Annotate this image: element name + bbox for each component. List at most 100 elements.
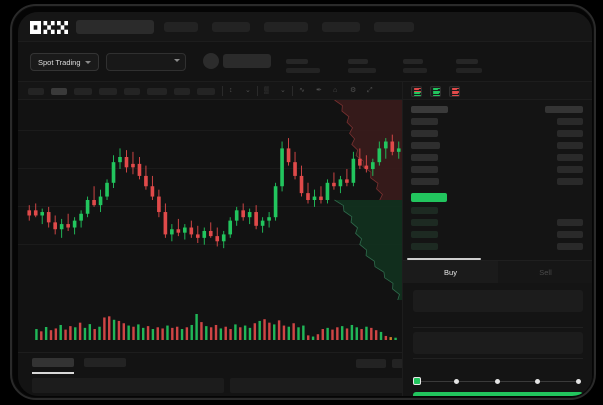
ask-row-price-2[interactable] [557,130,583,137]
wave-icon[interactable]: ∿ [299,87,305,94]
gridline-0 [18,130,402,131]
bid-row-size-3[interactable] [411,243,438,250]
ask-row-price-6[interactable] [557,178,583,185]
chart-toolbar: ↕ ⌄ ▒ ⌄ ∿ ✒ ⌂ ⚙ ⤢ [18,82,402,100]
pair-stats-row: Spot Trading [18,42,592,82]
fullscreen-icon[interactable]: ⤢ [367,87,373,94]
nav-item-5[interactable] [374,22,414,32]
ask-row-size-1[interactable] [411,118,438,125]
toolbar-divider [257,86,258,96]
orderbook-trade-panel: Buy Sell [402,100,592,396]
ask-row-price-0[interactable] [545,106,583,113]
timeframe-1H[interactable] [124,88,140,95]
orders-col-left [32,378,224,393]
stat-high-label [348,59,368,64]
orderbook-mode-both[interactable] [411,86,422,97]
orders-panel [18,352,442,396]
amount-field[interactable] [413,332,583,354]
orderbook-mode-bids[interactable] [430,86,441,97]
form-separator [413,358,583,359]
settings-icon[interactable]: ⚙ [350,87,357,94]
form-separator [413,327,583,328]
timeframe-4H[interactable] [147,88,167,95]
chevron-down-icon-2[interactable]: ⌄ [280,87,286,94]
bid-row-price-2[interactable] [557,231,583,238]
chevron-down-icon [84,60,91,64]
action-1[interactable] [356,359,386,368]
gridline-2 [18,206,402,207]
camera-icon[interactable]: ⌂ [333,87,338,94]
candlestick-chart[interactable] [18,100,402,300]
toolbar-divider [292,86,293,96]
spot-trading-dropdown[interactable]: Spot Trading [30,53,99,71]
ask-row-size-2[interactable] [411,130,438,137]
slider-handle[interactable] [413,377,421,385]
bid-row-size-1[interactable] [411,219,438,226]
ask-row-price-5[interactable] [557,166,583,173]
gridline-1 [18,168,402,169]
slider-tick-75[interactable] [535,378,540,384]
stat-high [348,59,376,73]
stat-volume-label [456,59,478,64]
coin-avatar [203,53,219,69]
bid-row-price-1[interactable] [557,219,583,226]
nav-item-4[interactable] [322,22,360,32]
tab-buy[interactable]: Buy [403,261,498,283]
timeframe-1W[interactable] [197,88,215,95]
amount-slider[interactable] [413,376,583,386]
app-screen: Spot Trading ↕ ⌄ ▒ ⌄ ∿ ✒ ⌂ ⚙ ⤢ [18,12,592,396]
timeframe-1D[interactable] [174,88,190,95]
form-divider [403,260,592,261]
nav-item-1[interactable] [164,22,198,32]
trading-pair-select[interactable] [106,53,186,71]
chevron-down-icon[interactable]: ⌄ [245,87,251,94]
nav-item-3[interactable] [264,22,308,32]
nav-item-2[interactable] [212,22,250,32]
timeframe-30m[interactable] [99,88,117,95]
ask-row-size-4[interactable] [411,154,438,161]
timeframe-5m[interactable] [51,88,67,95]
candlestick-series [27,134,401,249]
ask-row-size-3[interactable] [411,142,440,149]
ask-row-price-4[interactable] [557,154,583,161]
slider-tick-25[interactable] [454,378,459,384]
side-tab-indicator [407,258,481,260]
okx-logo[interactable] [30,21,68,34]
ask-row-price-1[interactable] [557,118,583,125]
tab-open-orders[interactable] [32,358,74,367]
gridline-3 [18,244,402,245]
bid-row-size-2[interactable] [411,231,438,238]
orderbook-last-price [411,193,447,202]
timeframe-15m[interactable] [74,88,92,95]
timeframe-1m[interactable] [28,88,44,95]
last-price-value [223,54,271,68]
place-order-button[interactable] [413,392,583,396]
ask-row-size-5[interactable] [411,166,438,173]
chart-type-icon[interactable]: ▒ [264,87,269,94]
tab-sell-label: Sell [539,267,552,277]
spot-trading-label: Spot Trading [38,57,81,67]
ask-row-size-6[interactable] [411,178,439,185]
ask-row-size-0[interactable] [411,106,448,113]
volume-series [35,314,397,340]
bid-row-size-0[interactable] [411,207,438,214]
indicator-icon[interactable]: ↕ [229,87,233,94]
global-search-input[interactable] [76,20,154,34]
slider-tick-50[interactable] [495,378,500,384]
price-field[interactable] [413,290,583,312]
order-side-tabs: Buy Sell [403,261,592,283]
device-bezel: Spot Trading ↕ ⌄ ▒ ⌄ ∿ ✒ ⌂ ⚙ ⤢ [10,4,596,400]
brush-icon[interactable]: ✒ [316,87,322,94]
slider-tick-100[interactable] [576,378,581,384]
stat-volume [456,59,482,73]
tab-order-history[interactable] [84,358,126,367]
stat-change [286,59,320,73]
orderbook-mode-asks[interactable] [449,86,460,97]
stat-low-value [403,68,427,73]
toolbar-divider [222,86,223,96]
ask-row-price-3[interactable] [557,142,583,149]
stat-change-value [286,68,320,73]
stat-change-label [286,59,308,64]
tab-sell[interactable]: Sell [498,261,592,283]
bid-row-price-3[interactable] [557,243,583,250]
